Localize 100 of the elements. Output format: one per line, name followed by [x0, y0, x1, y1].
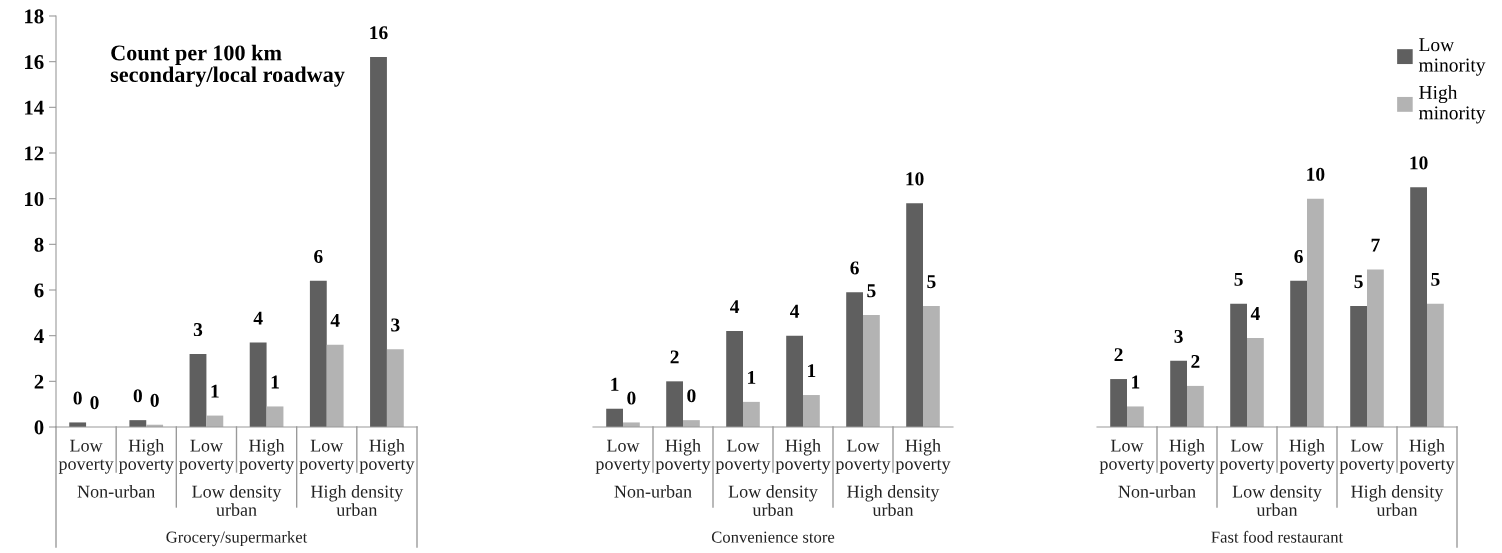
bar — [1290, 280, 1307, 427]
bar — [923, 305, 940, 427]
data-label: 1 — [748, 371, 756, 384]
data-label: 7 — [1371, 238, 1380, 252]
x-tick-label: High poverty — [1399, 439, 1455, 474]
y-tick-label: 8 — [34, 237, 44, 252]
bar — [1410, 187, 1427, 427]
bar — [1110, 379, 1127, 427]
x-tick-label: Low poverty — [595, 439, 651, 474]
data-label: 0 — [687, 389, 696, 403]
bar — [803, 395, 820, 427]
x-tick-label: Low poverty — [1339, 439, 1395, 474]
y-tick-label: 12 — [25, 146, 44, 161]
bar — [906, 203, 923, 427]
y-tick-label: 6 — [34, 283, 44, 298]
data-label: 0 — [150, 393, 159, 407]
x-tick-label: High poverty — [895, 439, 951, 474]
text: Low density urban — [192, 485, 282, 517]
x-axis-title: Fast food restaurant — [1211, 530, 1344, 543]
data-label: 5 — [1431, 272, 1440, 286]
x-tick-label: Low poverty — [835, 439, 891, 474]
data-label: 5 — [1234, 272, 1243, 286]
data-label: 6 — [1294, 249, 1303, 264]
text: Low density urban — [728, 485, 818, 517]
bar — [1350, 305, 1367, 427]
legend-label: Low minority — [1418, 38, 1486, 76]
data-label: 4 — [790, 304, 800, 318]
text: Non-urban — [1118, 485, 1196, 498]
x-tick-label: Low poverty — [299, 439, 355, 474]
bar — [1187, 385, 1204, 427]
data-label: 1 — [1132, 375, 1140, 389]
bar — [726, 331, 743, 427]
text: High density urban — [1351, 485, 1444, 517]
bar — [1170, 360, 1187, 427]
bar — [863, 315, 880, 427]
data-label: 4 — [330, 313, 340, 327]
bar — [1247, 337, 1264, 427]
y-axis-title: Count per 100 km secondary/local roadway — [110, 44, 345, 87]
y-tick-label: 2 — [34, 374, 44, 389]
data-label: 5 — [1354, 275, 1363, 289]
x-tick-label: High poverty — [239, 439, 295, 474]
data-label: 6 — [850, 261, 859, 275]
bar — [326, 344, 344, 427]
data-label: 10 — [906, 172, 924, 186]
x-tick-label: High poverty — [1159, 439, 1215, 474]
x-tick-label: Low poverty — [1219, 439, 1275, 474]
y-tick-label: 10 — [25, 192, 44, 207]
bar — [1427, 303, 1444, 427]
x-tick-label: High poverty — [118, 439, 174, 474]
y-tick-label: 14 — [25, 100, 44, 115]
x-tick-label: Low poverty — [715, 439, 771, 474]
text: High density urban — [847, 485, 940, 517]
data-label: 10 — [1307, 167, 1325, 181]
data-label: 4 — [1250, 307, 1260, 320]
bar — [386, 349, 404, 427]
data-label: 5 — [927, 275, 936, 289]
bar — [606, 408, 623, 427]
legend-label: High minority — [1418, 85, 1486, 124]
data-label: 16 — [370, 26, 388, 40]
y-tick-label: 0 — [34, 420, 44, 435]
data-label: 2 — [670, 350, 679, 364]
x-tick-label: High poverty — [359, 439, 415, 474]
data-label: 10 — [1410, 156, 1428, 170]
data-label: 1 — [211, 384, 219, 398]
data-label: 4 — [730, 300, 740, 314]
bar — [189, 353, 207, 427]
x-tick-label: High poverty — [655, 439, 711, 474]
x-tick-label: Low poverty — [1099, 439, 1155, 474]
bar — [370, 57, 387, 427]
bar — [743, 401, 760, 427]
data-label: 0 — [90, 396, 99, 410]
bar — [266, 406, 284, 427]
bar — [1127, 406, 1144, 427]
data-label: 3 — [193, 323, 203, 337]
data-label: 1 — [271, 375, 279, 389]
data-label: 2 — [1191, 354, 1200, 368]
data-label: 3 — [391, 318, 400, 332]
data-label: 3 — [1174, 329, 1183, 343]
text: High density urban — [310, 485, 404, 517]
bar — [786, 335, 803, 427]
bar — [1367, 269, 1384, 427]
bar — [1230, 303, 1247, 427]
x-tick-label: High poverty — [1279, 439, 1335, 474]
x-axis-title: Convenience store — [711, 531, 835, 543]
data-label: 4 — [253, 311, 263, 325]
x-tick-label: High poverty — [775, 439, 831, 474]
text: Non-urban — [77, 485, 155, 498]
bar — [666, 381, 683, 427]
data-label: 0 — [133, 389, 142, 403]
bar — [846, 292, 863, 427]
bar — [309, 280, 327, 427]
data-label: 0 — [73, 391, 82, 405]
data-label: 1 — [611, 377, 619, 391]
bar — [1307, 198, 1324, 427]
data-label: 5 — [867, 284, 876, 298]
text: Non-urban — [614, 485, 692, 498]
x-tick-label: Low poverty — [58, 439, 114, 474]
y-tick-label: 4 — [34, 329, 44, 343]
text: Low density urban — [1232, 485, 1322, 517]
data-label: 1 — [808, 364, 816, 377]
